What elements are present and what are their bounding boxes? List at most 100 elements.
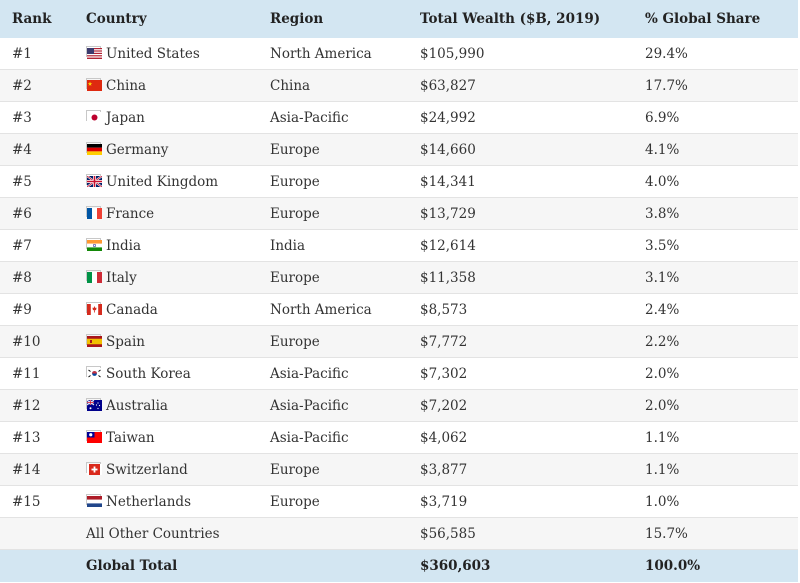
flag-fr-icon xyxy=(86,205,102,219)
flag-es-icon xyxy=(86,333,102,347)
share-cell: 3.5% xyxy=(633,229,798,262)
share-cell: 15.7% xyxy=(633,517,798,550)
rank-cell: #7 xyxy=(0,229,74,262)
country-cell: Netherlands xyxy=(74,485,258,518)
region-cell: North America xyxy=(258,38,408,70)
flag-au-icon xyxy=(86,397,102,411)
share-cell: 3.8% xyxy=(633,197,798,230)
rank-cell xyxy=(0,517,74,550)
header-rank[interactable]: Rank xyxy=(12,11,52,27)
country-cell: Taiwan xyxy=(74,421,258,454)
table-row: #12 Australia Asia-Pacific $7,202 2.0% xyxy=(0,389,798,422)
table-row: #9 Canada North America $8,573 2.4% xyxy=(0,293,798,326)
wealth-cell: $63,827 xyxy=(408,69,633,102)
country-name: United States xyxy=(106,45,200,62)
country-cell: India xyxy=(74,229,258,262)
table-row: #14 Switzerland Europe $3,877 1.1% xyxy=(0,453,798,486)
region-cell: Europe xyxy=(258,485,408,518)
rank-cell: #2 xyxy=(0,69,74,102)
header-country[interactable]: Country xyxy=(86,11,147,27)
country-name: Japan xyxy=(106,109,145,126)
header-region[interactable]: Region xyxy=(270,11,324,27)
rank-cell: #5 xyxy=(0,165,74,198)
flag-kr-icon xyxy=(86,365,102,379)
country-name: India xyxy=(106,237,142,254)
wealth-cell: $8,573 xyxy=(408,293,633,326)
table-row: #7 India India $12,614 3.5% xyxy=(0,229,798,262)
wealth-cell: $7,302 xyxy=(408,357,633,390)
header-row: Rank Country Region Total Wealth ($B, 20… xyxy=(0,0,798,38)
country-cell: Global Total xyxy=(86,558,178,574)
share-cell: 4.0% xyxy=(633,165,798,198)
wealth-cell: $24,992 xyxy=(408,101,633,134)
wealth-cell: $360,603 xyxy=(420,558,491,574)
rank-cell: #15 xyxy=(0,485,74,518)
rank-cell: #14 xyxy=(0,453,74,486)
rank-cell: #6 xyxy=(0,197,74,230)
country-name: China xyxy=(106,77,147,94)
header-wealth[interactable]: Total Wealth ($B, 2019) xyxy=(420,11,601,27)
share-cell: 4.1% xyxy=(633,133,798,166)
country-name: Spain xyxy=(106,333,145,350)
country-name: United Kingdom xyxy=(106,173,219,190)
table-row: #10 Spain Europe $7,772 2.2% xyxy=(0,325,798,358)
wealth-cell: $14,660 xyxy=(408,133,633,166)
flag-it-icon xyxy=(86,269,102,283)
wealth-cell: $13,729 xyxy=(408,197,633,230)
region-cell: Asia-Pacific xyxy=(258,101,408,134)
share-cell: 3.1% xyxy=(633,261,798,294)
wealth-cell: $105,990 xyxy=(408,38,633,70)
rank-cell xyxy=(0,550,74,583)
country-name: South Korea xyxy=(106,365,191,382)
country-name: Germany xyxy=(106,141,169,158)
table-row: #15 Netherlands Europe $3,719 1.0% xyxy=(0,485,798,518)
wealth-cell: $12,614 xyxy=(408,229,633,262)
header-share[interactable]: % Global Share xyxy=(645,11,761,27)
country-name: Taiwan xyxy=(106,429,155,446)
wealth-cell: $14,341 xyxy=(408,165,633,198)
share-cell: 2.0% xyxy=(633,357,798,390)
flag-ca-icon xyxy=(86,301,102,315)
flag-in-icon xyxy=(86,237,102,251)
rank-cell: #3 xyxy=(0,101,74,134)
region-cell xyxy=(258,517,408,550)
country-name: Italy xyxy=(106,269,137,286)
flag-nl-icon xyxy=(86,493,102,507)
region-cell: Europe xyxy=(258,325,408,358)
share-cell: 29.4% xyxy=(633,38,798,70)
share-cell: 100.0% xyxy=(645,558,701,574)
region-cell: China xyxy=(258,69,408,102)
rank-cell: #8 xyxy=(0,261,74,294)
region-cell: Asia-Pacific xyxy=(258,357,408,390)
table-row: #2 China China $63,827 17.7% xyxy=(0,69,798,102)
table-row: #1 United States North America $105,990 29.4… xyxy=(0,38,798,70)
wealth-cell: $7,202 xyxy=(408,389,633,422)
share-cell: 6.9% xyxy=(633,101,798,134)
country-cell: Canada xyxy=(74,293,258,326)
wealth-cell: $56,585 xyxy=(408,517,633,550)
wealth-cell: $3,877 xyxy=(408,453,633,486)
table-row: #6 France Europe $13,729 3.8% xyxy=(0,197,798,230)
country-cell: Spain xyxy=(74,325,258,358)
flag-cn-icon xyxy=(86,77,102,91)
share-cell: 2.2% xyxy=(633,325,798,358)
global-total-row: Global Total $360,603 100.0% xyxy=(0,549,798,583)
rank-cell: #11 xyxy=(0,357,74,390)
region-cell xyxy=(258,550,408,583)
flag-gb-icon xyxy=(86,173,103,188)
region-cell: North America xyxy=(258,293,408,326)
country-cell: Switzerland xyxy=(74,453,258,486)
flag-ch-icon xyxy=(86,461,102,475)
country-name: Netherlands xyxy=(106,493,191,510)
flag-jp-icon xyxy=(86,109,102,123)
flag-de-icon xyxy=(86,141,102,155)
wealth-cell: $7,772 xyxy=(408,325,633,358)
country-cell: Australia xyxy=(74,389,258,422)
share-cell: 1.1% xyxy=(633,453,798,486)
table-row: #4 Germany Europe $14,660 4.1% xyxy=(0,133,798,166)
share-cell: 17.7% xyxy=(633,69,798,102)
rank-cell: #10 xyxy=(0,325,74,358)
region-cell: Europe xyxy=(258,453,408,486)
country-cell: South Korea xyxy=(74,357,258,390)
